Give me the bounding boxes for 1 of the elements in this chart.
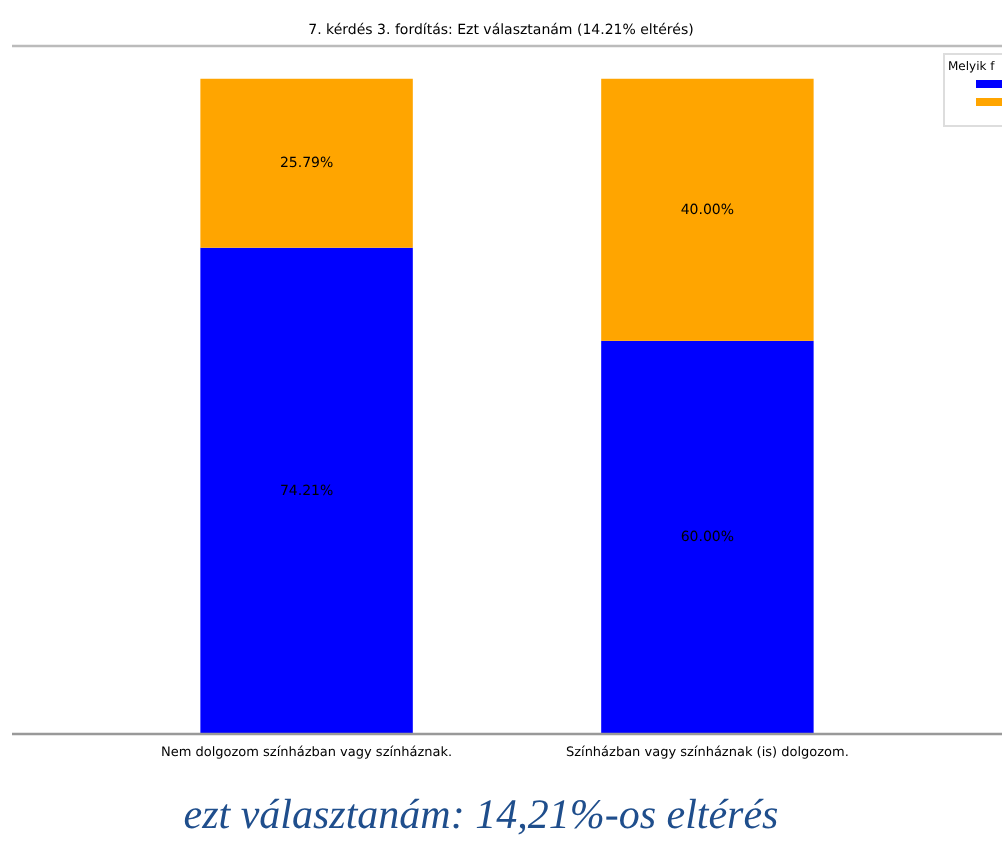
- text: ezt választanám: 14,21%-os eltérés: [183, 790, 779, 838]
